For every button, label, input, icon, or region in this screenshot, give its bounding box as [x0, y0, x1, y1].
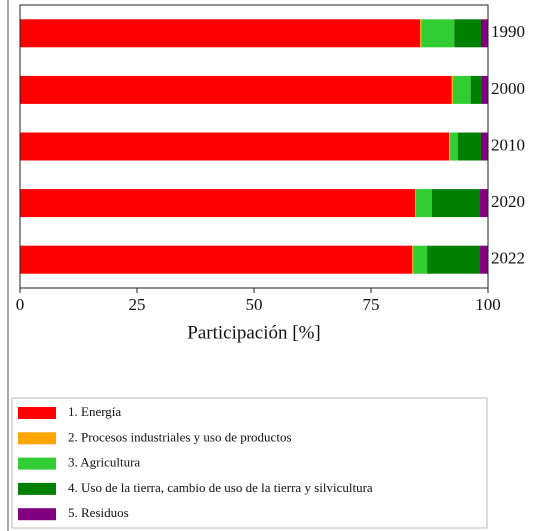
bar-segment — [20, 189, 415, 218]
legend-label: 1. Energía — [68, 404, 121, 419]
bar-segment — [414, 189, 416, 218]
legend-swatch — [18, 432, 56, 445]
legend-label: 2. Procesos industriales y uso de produc… — [68, 429, 292, 444]
bar-segment — [412, 245, 414, 274]
bar-segment — [427, 245, 481, 274]
legend-swatch — [18, 508, 56, 521]
bar-segment — [481, 75, 488, 104]
bar-segment — [480, 19, 488, 48]
bar-segment — [415, 189, 432, 218]
legend-swatch — [18, 457, 56, 470]
bar-segment — [450, 132, 459, 161]
y-tick-label: 1990 — [491, 22, 525, 41]
bar-segment — [458, 132, 481, 161]
bar-segment — [20, 132, 450, 161]
bar-segment — [470, 75, 482, 104]
bar-segment — [480, 189, 488, 218]
y-tick-label: 2022 — [491, 249, 525, 268]
legend-box — [11, 397, 488, 529]
y-tick-label: 2020 — [491, 192, 525, 211]
bar-segment — [421, 19, 455, 48]
legend-label: 4. Uso de la tierra, cambio de uso de la… — [68, 480, 373, 495]
bar-segment — [413, 245, 428, 274]
bar-segment — [420, 19, 422, 48]
bar-segment — [452, 75, 471, 104]
legend-swatch — [18, 407, 56, 419]
x-tick-label: 50 — [246, 295, 263, 314]
bar-segment — [20, 19, 421, 48]
y-tick-label: 2010 — [491, 135, 525, 154]
bar-segment — [480, 245, 488, 274]
bar-segment — [20, 245, 413, 274]
bar-segment — [480, 132, 488, 161]
bar-segment — [451, 75, 453, 104]
x-tick-label: 75 — [363, 295, 380, 314]
bar-segment — [431, 189, 481, 218]
legend-swatch — [18, 482, 56, 495]
x-tick-label: 0 — [16, 295, 25, 314]
legend-label: 5. Residuos — [68, 505, 129, 520]
x-tick-label: 25 — [129, 295, 146, 314]
y-tick-label: 2000 — [491, 79, 525, 98]
bar-segment — [454, 19, 481, 48]
bar-segment — [20, 75, 452, 104]
legend-label: 3. Agricultura — [68, 455, 140, 470]
bar-segment — [449, 132, 451, 161]
x-axis-label: Participación [%] — [187, 322, 320, 343]
x-tick-label: 100 — [475, 295, 501, 314]
